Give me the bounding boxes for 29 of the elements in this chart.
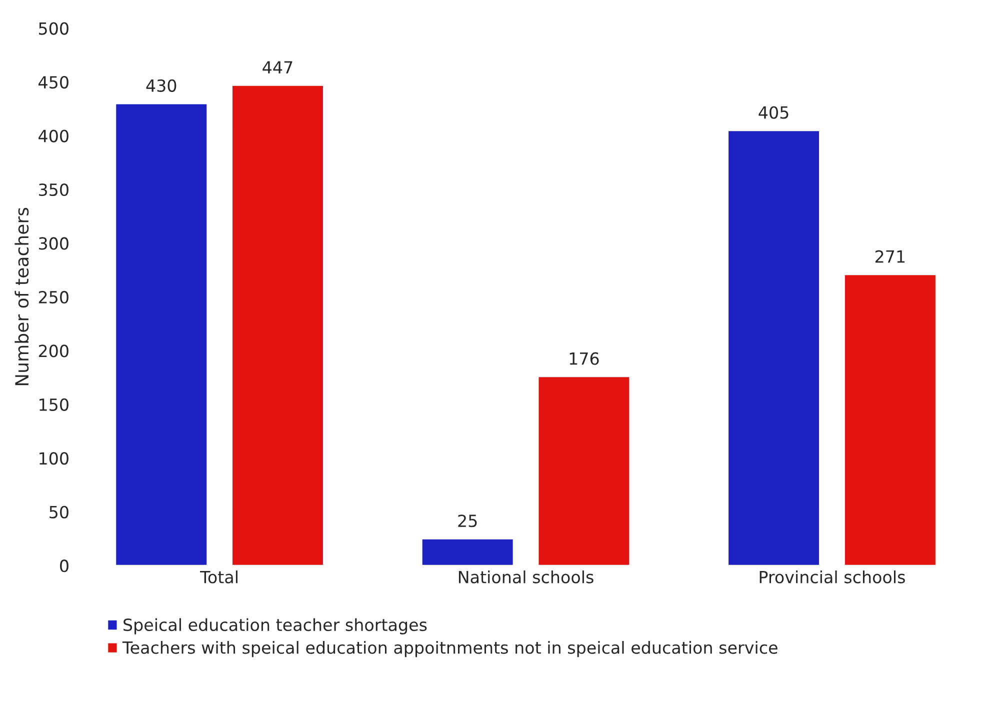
y-tick-label: 250 <box>38 290 68 304</box>
y-tick-label: 300 <box>38 237 68 250</box>
data-label: 405 <box>758 106 788 119</box>
y-tick-label: 150 <box>40 398 68 411</box>
y-tick-label: 350 <box>38 183 68 196</box>
legend-label: Speical education teacher shortages <box>124 618 427 634</box>
data-label: 25 <box>458 514 477 528</box>
bar <box>537 376 631 566</box>
y-tick-label: 500 <box>39 22 68 35</box>
data-label: 271 <box>875 250 905 263</box>
y-tick-label: 50 <box>50 506 68 518</box>
y-tick-label: 0 <box>60 560 68 572</box>
x-tick-label: Total <box>200 570 238 584</box>
x-tick-label: National schools <box>458 570 594 584</box>
bar <box>727 130 820 566</box>
legend-label: Teachers with speical education appoitnments not in speical education service <box>122 641 778 658</box>
bar <box>844 274 937 566</box>
bar <box>420 538 514 566</box>
bar <box>231 84 324 566</box>
y-tick-label: 100 <box>40 452 68 465</box>
data-label: 447 <box>262 61 292 74</box>
y-tick-label: 200 <box>38 344 68 358</box>
data-label: 430 <box>146 79 176 92</box>
data-label: 176 <box>570 352 599 365</box>
x-tick-label: Provincial schools <box>760 570 905 584</box>
y-tick-label: 450 <box>38 76 68 89</box>
bar <box>114 102 208 566</box>
y-tick-label: 400 <box>38 130 68 142</box>
y-axis-title: Number of teachers <box>14 208 29 386</box>
